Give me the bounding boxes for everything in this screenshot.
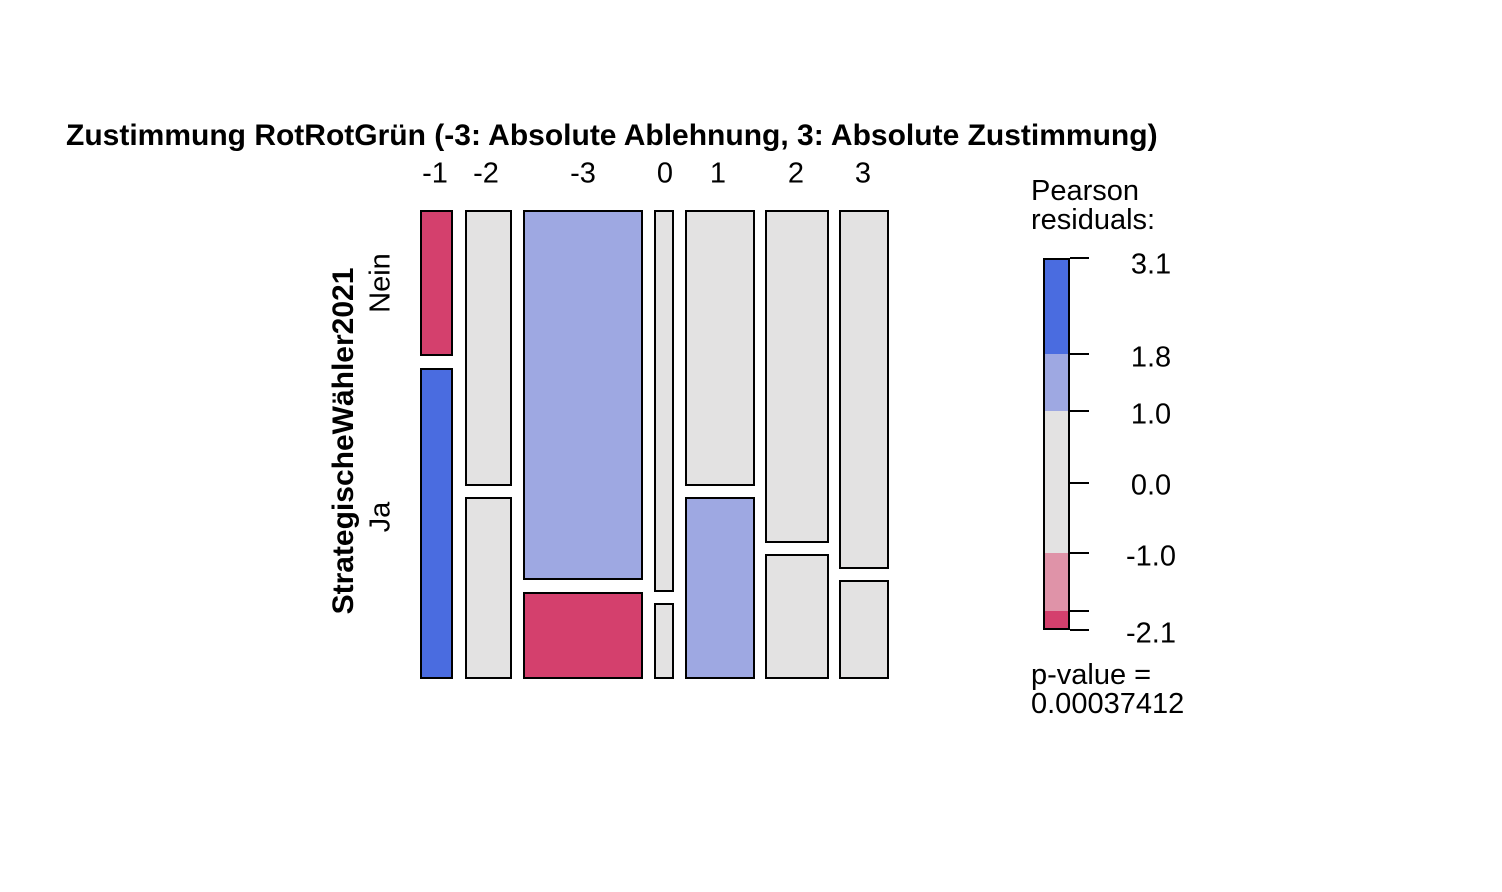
legend-segment-light_blue [1042, 353, 1070, 411]
legend-tick-1.0 [1070, 409, 1089, 412]
legend-tick-label-neg1.0: -1.0 [1126, 540, 1176, 572]
legend-tick-1.8 [1070, 352, 1089, 355]
chart-title: Zustimmung RotRotGrün (-3: Absolute Able… [66, 119, 1158, 152]
legend-tick-label-1.0: 1.0 [1130, 398, 1172, 431]
tile-0-ja [654, 603, 674, 679]
tile-2-nein [764, 210, 829, 543]
legend-tick-label-neg2.1: -2.1 [1126, 617, 1176, 649]
legend-segment-pink [1042, 552, 1070, 611]
tile-neg3-nein [522, 210, 643, 580]
tile-1-nein [684, 210, 755, 486]
y-level-label-ja: Ja [364, 501, 397, 533]
tile-neg1-ja [419, 367, 453, 679]
legend-segment-gray [1042, 410, 1070, 553]
legend-p-value: p-value = 0.00037412 [1031, 659, 1185, 720]
y-axis-title: StrategischeWähler2021 [327, 267, 360, 615]
x-axis-label-1: 1 [709, 157, 727, 190]
tile-1-ja [684, 496, 755, 679]
tile-neg1-nein [419, 210, 453, 356]
tile-neg3-ja [522, 591, 643, 679]
y-level-label-nein: Nein [364, 253, 397, 313]
tile-neg2-nein [464, 210, 512, 486]
legend-tick-label-0.0: 0.0 [1130, 469, 1172, 501]
x-axis-label-neg2: -2 [473, 157, 499, 190]
legend-tick-neg1.0 [1070, 551, 1089, 554]
legend-tick-0.0 [1070, 481, 1089, 484]
tile-2-ja [764, 553, 829, 679]
tile-3-nein [839, 210, 889, 569]
legend-tick-3.1 [1070, 257, 1089, 259]
x-axis-label-2: 2 [787, 157, 805, 190]
x-axis-label-0: 0 [656, 157, 674, 190]
legend-tick-neg2.1 [1070, 628, 1089, 631]
legend-tick-label-1.8: 1.8 [1130, 341, 1172, 373]
legend-title: Pearson residuals: [1031, 175, 1156, 236]
legend-segment-strong_blue [1042, 258, 1070, 354]
tile-0-nein [654, 210, 674, 592]
legend-segment-strong_red [1042, 611, 1070, 630]
tile-neg2-ja [464, 496, 512, 679]
x-axis-label-3: 3 [854, 157, 872, 190]
tile-3-ja [839, 580, 889, 679]
legend-tick-label-3.1: 3.1 [1130, 248, 1172, 281]
x-axis-label-neg3: -3 [570, 157, 596, 190]
x-axis-label-neg1: -1 [422, 157, 448, 190]
legend-tick [1070, 610, 1089, 612]
